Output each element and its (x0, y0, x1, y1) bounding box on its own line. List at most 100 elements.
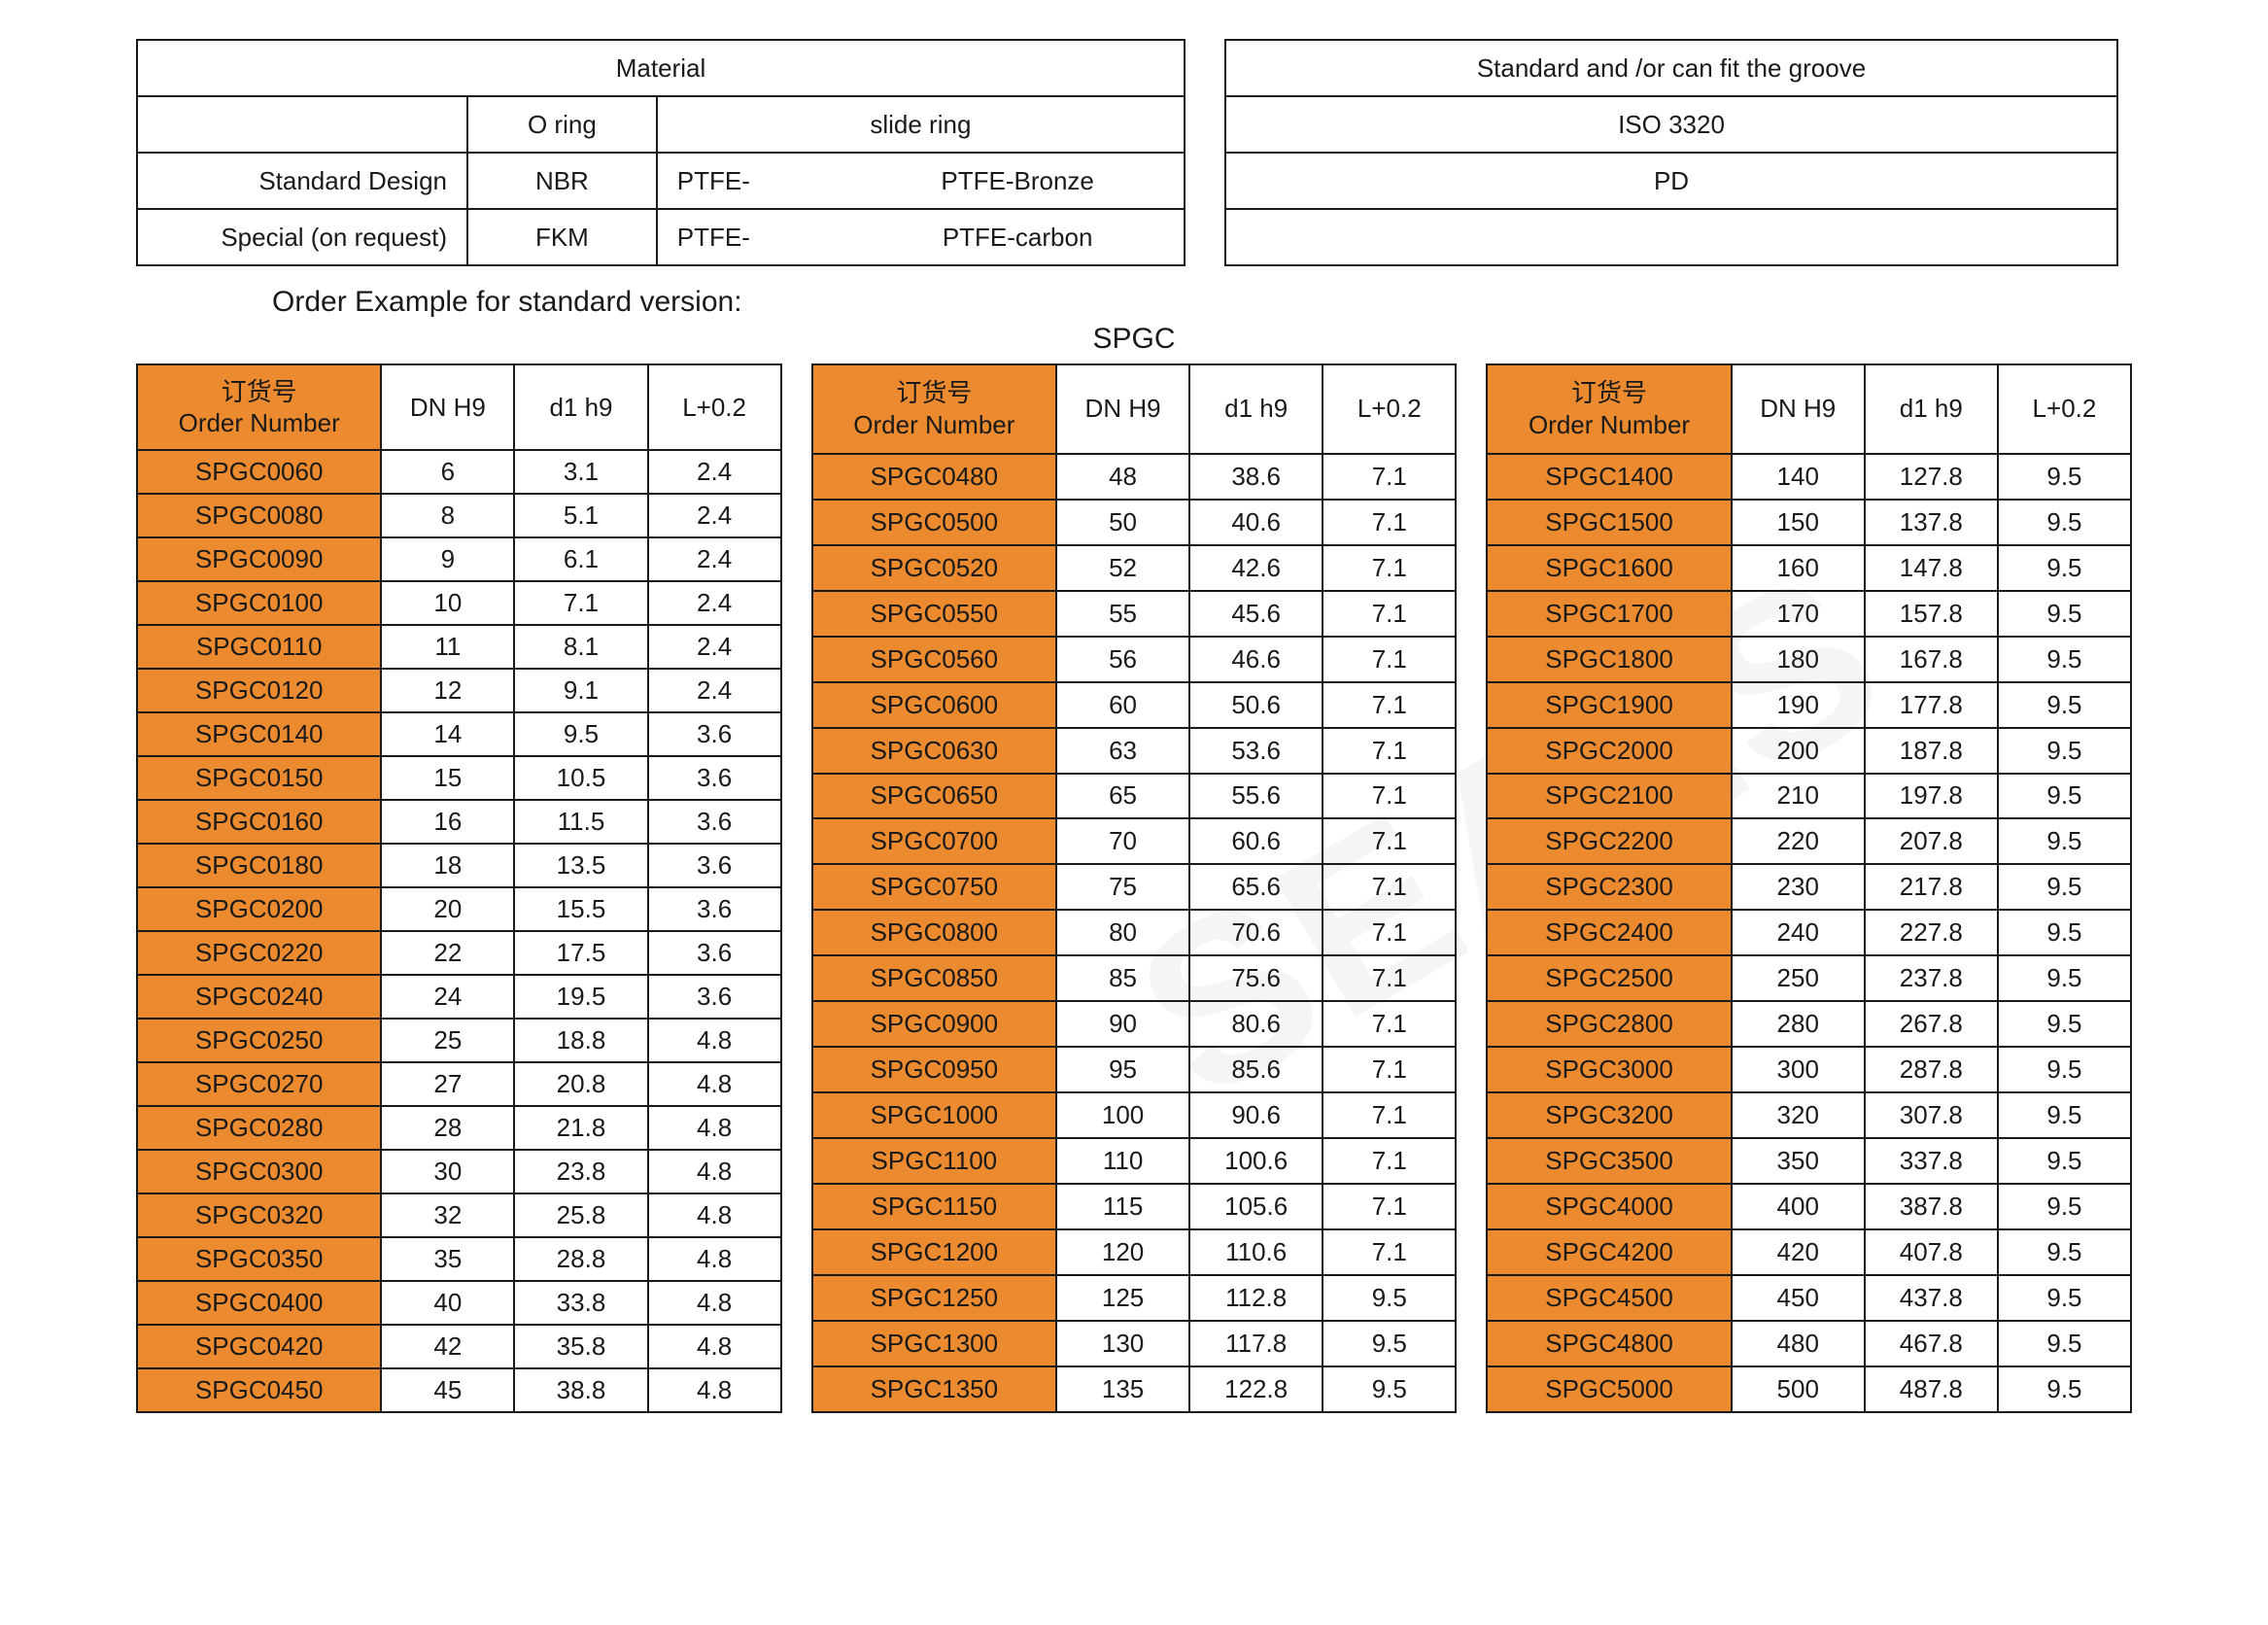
cell-dn: 50 (1056, 500, 1189, 545)
table-row: SPGC05005040.67.1 (812, 500, 1457, 545)
cell-order: SPGC0520 (812, 545, 1056, 591)
table-row: SPGC1900190177.89.5 (1487, 682, 2131, 728)
table-row: SPGC0140149.53.6 (137, 712, 781, 756)
cell-l: 9.5 (1998, 591, 2131, 637)
cell-dn: 15 (381, 756, 514, 800)
cell-l: 9.5 (1998, 728, 2131, 774)
cell-d1: 42.6 (1189, 545, 1323, 591)
cell-l: 9.5 (1998, 1229, 2131, 1275)
material-row-0-slide2: PTFE-Bronze (851, 153, 1185, 209)
cell-l: 9.5 (1998, 1321, 2131, 1366)
cell-dn: 230 (1732, 864, 1865, 910)
cell-d1: 6.1 (514, 537, 647, 581)
cell-l: 7.1 (1323, 1092, 1456, 1138)
cell-d1: 50.6 (1189, 682, 1323, 728)
cell-l: 9.5 (1998, 1047, 2131, 1092)
cell-d1: 9.5 (514, 712, 647, 756)
table-row: SPGC03203225.84.8 (137, 1193, 781, 1237)
cell-order: SPGC0630 (812, 728, 1056, 774)
cell-dn: 35 (381, 1237, 514, 1281)
cell-dn: 420 (1732, 1229, 1865, 1275)
cell-dn: 250 (1732, 955, 1865, 1001)
cell-l: 7.1 (1323, 591, 1456, 637)
cell-dn: 63 (1056, 728, 1189, 774)
table-row: SPGC09009080.67.1 (812, 1001, 1457, 1047)
standard-row-0: ISO 3320 (1225, 96, 2117, 153)
cell-order: SPGC2000 (1487, 728, 1731, 774)
cell-l: 7.1 (1323, 1138, 1456, 1184)
cell-dn: 140 (1732, 454, 1865, 500)
cell-dn: 95 (1056, 1047, 1189, 1092)
cell-d1: 38.8 (514, 1368, 647, 1412)
cell-d1: 237.8 (1865, 955, 1998, 1001)
cell-dn: 60 (1056, 682, 1189, 728)
cell-dn: 25 (381, 1019, 514, 1062)
cell-d1: 122.8 (1189, 1366, 1323, 1412)
cell-d1: 105.6 (1189, 1184, 1323, 1229)
cell-order: SPGC0270 (137, 1062, 381, 1106)
data-table-1: 订货号Order NumberDN H9d1 h9L+0.2SPGC006063… (136, 363, 782, 1413)
cell-dn: 55 (1056, 591, 1189, 637)
cell-l: 7.1 (1323, 910, 1456, 955)
cell-l: 4.8 (648, 1237, 781, 1281)
cell-dn: 160 (1732, 545, 1865, 591)
cell-d1: 23.8 (514, 1150, 647, 1193)
table-row: SPGC2000200187.89.5 (1487, 728, 2131, 774)
table-row: SPGC0100107.12.4 (137, 581, 781, 625)
cell-d1: 70.6 (1189, 910, 1323, 955)
cell-dn: 20 (381, 887, 514, 931)
material-row-0-slide1: PTFE- (657, 153, 851, 209)
cell-l: 4.8 (648, 1368, 781, 1412)
standard-table: Standard and /or can fit the groove ISO … (1224, 39, 2118, 266)
cell-d1: 147.8 (1865, 545, 1998, 591)
cell-l: 3.6 (648, 887, 781, 931)
cell-dn: 120 (1056, 1229, 1189, 1275)
cell-d1: 187.8 (1865, 728, 1998, 774)
cell-d1: 337.8 (1865, 1138, 1998, 1184)
table-row: SPGC1100110100.67.1 (812, 1138, 1457, 1184)
table-row: SPGC0110118.12.4 (137, 625, 781, 669)
cell-order: SPGC1300 (812, 1321, 1056, 1366)
table-row: SPGC009096.12.4 (137, 537, 781, 581)
table-row: SPGC05605646.67.1 (812, 637, 1457, 682)
cell-l: 7.1 (1323, 818, 1456, 864)
cell-order: SPGC1000 (812, 1092, 1056, 1138)
cell-l: 2.4 (648, 581, 781, 625)
cell-dn: 125 (1056, 1275, 1189, 1321)
cell-d1: 227.8 (1865, 910, 1998, 955)
cell-l: 7.1 (1323, 637, 1456, 682)
cell-d1: 60.6 (1189, 818, 1323, 864)
table-row: SPGC2200220207.89.5 (1487, 818, 2131, 864)
cell-l: 9.5 (1998, 545, 2131, 591)
cell-d1: 19.5 (514, 975, 647, 1019)
data-table-2: 订货号Order NumberDN H9d1 h9L+0.2SPGC048048… (811, 363, 1458, 1413)
cell-l: 7.1 (1323, 1001, 1456, 1047)
cell-order: SPGC1600 (1487, 545, 1731, 591)
table-row: SPGC04004033.84.8 (137, 1281, 781, 1325)
table-row: SPGC008085.12.4 (137, 494, 781, 537)
cell-d1: 167.8 (1865, 637, 1998, 682)
cell-order: SPGC0550 (812, 591, 1056, 637)
table-row: SPGC02202217.53.6 (137, 931, 781, 975)
table-row: SPGC5000500487.89.5 (1487, 1366, 2131, 1412)
cell-dn: 56 (1056, 637, 1189, 682)
material-table: Material O ring slide ring Standard Desi… (136, 39, 1186, 266)
cell-order: SPGC2100 (1487, 774, 1731, 819)
table-row: SPGC02402419.53.6 (137, 975, 781, 1019)
cell-order: SPGC0560 (812, 637, 1056, 682)
cell-d1: 75.6 (1189, 955, 1323, 1001)
table-row: SPGC1150115105.67.1 (812, 1184, 1457, 1229)
cell-order: SPGC0600 (812, 682, 1056, 728)
col-order: 订货号Order Number (1487, 364, 1731, 454)
cell-d1: 90.6 (1189, 1092, 1323, 1138)
cell-d1: 40.6 (1189, 500, 1323, 545)
col-d1: d1 h9 (1189, 364, 1323, 454)
cell-l: 4.8 (648, 1281, 781, 1325)
table-row: SPGC2800280267.89.5 (1487, 1001, 2131, 1047)
cell-order: SPGC0200 (137, 887, 381, 931)
cell-order: SPGC0180 (137, 844, 381, 887)
cell-dn: 180 (1732, 637, 1865, 682)
table-row: SPGC1400140127.89.5 (1487, 454, 2131, 500)
material-empty (137, 96, 467, 153)
table-row: SPGC04504538.84.8 (137, 1368, 781, 1412)
